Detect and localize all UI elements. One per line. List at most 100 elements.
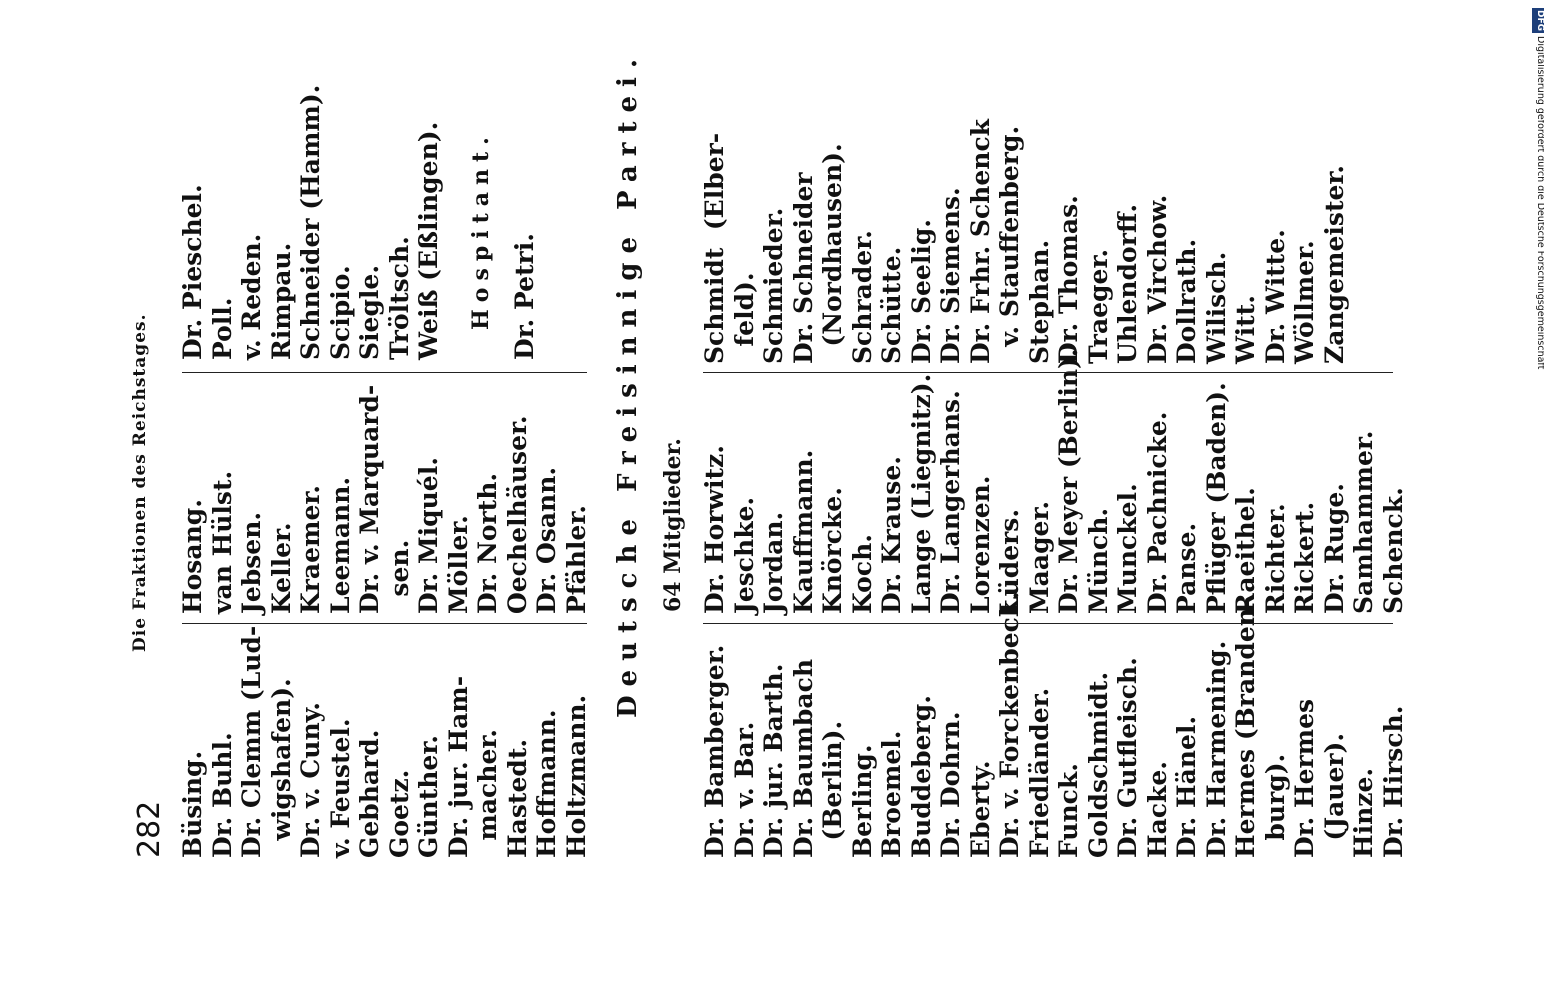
member-name: Wilisch. [1201, 251, 1231, 364]
member-name: Schneider (Hamm). [296, 84, 325, 360]
member-name: Dr. Meyer (Berlin). [1054, 348, 1083, 614]
member-name: Dr. Dohrn. [936, 711, 965, 858]
member-name: Schrader. [847, 230, 877, 364]
member-name: Keller. [266, 522, 296, 614]
member-name: Pfähler. [561, 505, 591, 614]
member-name: Dr. Langerhans. [936, 390, 965, 614]
member-name: sen. [384, 539, 414, 614]
member-name: Scipio. [325, 265, 355, 360]
member-name: macher. [473, 729, 502, 858]
member-name: Hacke. [1142, 761, 1172, 858]
member-name: Samhammer. [1349, 430, 1378, 614]
member-name: Richter. [1260, 503, 1290, 614]
page-number: 282 [132, 800, 167, 858]
member-name: Dr. Witte. [1260, 229, 1290, 364]
member-name: Dr. Miquél. [414, 457, 443, 614]
member-name: v. Reden. [237, 233, 266, 360]
member-name: Dr. Baumbach [788, 659, 818, 858]
member-name: Lange (Liegnitz). [906, 373, 936, 614]
member-name: Jordan. [759, 511, 788, 614]
member-name: Dollrath. [1172, 238, 1201, 364]
member-name: Dr. Siemens. [936, 187, 965, 364]
member-name: Raeithel. [1231, 487, 1260, 614]
hospitant-heading: Hospitant. [468, 130, 494, 330]
member-name: Dr. Clemm (Lud- [237, 625, 266, 858]
member-column-bottom-2: Dr. Horwitz. Jeschke. Jordan. Kauffmann. Knö… [700, 348, 1408, 615]
member-name: Eberty. [965, 760, 995, 858]
member-name: Dr. Hermes [1290, 698, 1319, 858]
column-rule [703, 623, 1393, 624]
member-name: v. Stauffenberg. [995, 125, 1024, 364]
member-name: Dr. jur. Barth. [759, 663, 788, 858]
member-name: Broemel. [877, 730, 906, 858]
member-name: Schmieder. [759, 207, 788, 364]
member-name: Dr. v. Forckenbeck. [995, 591, 1024, 858]
party-heading: Deutsche Freisinnige Partei. [613, 50, 643, 718]
member-name: Hermes (Branden- [1231, 597, 1260, 858]
member-name: Dr. Hirsch. [1378, 705, 1408, 858]
member-name: Schenck. [1378, 487, 1408, 614]
member-name: Dr. Frhr. Schenck [965, 119, 995, 364]
member-name: Büsing. [178, 750, 207, 858]
member-name: Berling. [847, 744, 877, 858]
member-name: Koch. [847, 534, 877, 614]
member-name: Lorenzen. [965, 475, 995, 615]
member-name: Panse. [1172, 522, 1201, 614]
member-name: (Jauer). [1319, 732, 1349, 858]
member-name: Dr. v. Cuny. [296, 702, 325, 858]
member-name: Wöllmer. [1290, 240, 1319, 364]
member-name: Möller. [443, 515, 473, 614]
member-column-top-3: Dr. Pieschel. Poll. v. Reden. Rimpau. Schnei… [178, 84, 444, 360]
column-rule [182, 372, 587, 373]
column-rule [182, 623, 587, 624]
member-name: Dr. v. Marquard- [355, 384, 384, 614]
member-name: wigshafen). [266, 678, 296, 858]
member-name: Munckel. [1113, 483, 1142, 614]
member-name: Günther. [414, 735, 443, 858]
member-name: Traeger. [1083, 248, 1113, 364]
member-name: Dr. Horwitz. [700, 445, 729, 614]
member-name: Leemann. [325, 476, 355, 614]
member-name: Dr. Buhl. [207, 732, 237, 858]
member-column-bottom-3: Schmidt (Elber- feld). Schmieder. Dr. Schn… [700, 119, 1349, 364]
member-name: Dr. Pieschel. [178, 184, 207, 360]
member-name: Dr. jur. Ham- [443, 675, 473, 858]
member-name: Dr. Hänel. [1172, 715, 1201, 858]
member-name: Hoffmann. [532, 709, 561, 858]
member-count: 64 Mitglieder. [660, 438, 686, 612]
member-name: Weiß (Eßlingen). [414, 121, 443, 360]
member-name: Witt. [1231, 295, 1260, 364]
member-name: Dr. Osann. [532, 466, 561, 614]
member-name: Schütte. [877, 246, 906, 364]
member-name: feld). [729, 272, 759, 364]
member-name: Hastedt. [502, 738, 532, 858]
column-rule [703, 372, 1393, 373]
member-name: Friedländer. [1024, 687, 1054, 858]
member-name: Funck. [1054, 763, 1083, 858]
member-name: Kraemer. [296, 485, 325, 614]
member-name: Hinze. [1349, 767, 1378, 858]
member-name: Hosang. [178, 499, 207, 614]
member-name: Holtzmann. [561, 694, 591, 858]
member-name: Dr. Petri. [510, 233, 539, 360]
member-name: Knörcke. [818, 487, 847, 614]
member-column-top-1: Büsing. Dr. Buhl. Dr. Clemm (Lud- wigshafe… [178, 618, 591, 858]
member-name: Goetz. [384, 769, 414, 858]
member-name: (Nordhausen). [818, 143, 847, 364]
member-name: Dr. Pachnicke. [1142, 411, 1172, 614]
member-name: Zangemeister. [1319, 165, 1349, 364]
running-head: Die Fraktionen des Reichstages. [130, 313, 150, 653]
member-name: Oechelhäuser. [502, 415, 532, 614]
member-name: Maager. [1024, 500, 1054, 614]
hospitant-list: Dr. Petri. [510, 160, 540, 360]
member-name: Rimpau. [266, 242, 296, 360]
member-name: Dr. Krause. [877, 456, 906, 614]
member-name: Buddeberg. [906, 695, 936, 858]
member-name: Pflüger (Baden). [1201, 382, 1231, 614]
member-name: Tröltsch. [384, 236, 414, 360]
member-column-bottom-1: Dr. Bamberger. Dr. v. Bar. Dr. jur. Barth.… [700, 591, 1408, 858]
member-name: Gebhard. [355, 729, 384, 858]
member-name: Jebsen. [237, 511, 266, 614]
